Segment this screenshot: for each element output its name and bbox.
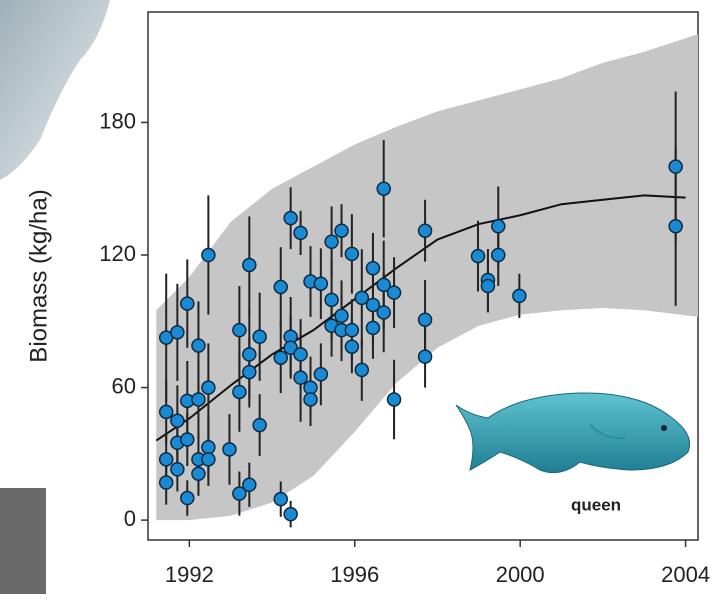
x-tick-label: 1996 bbox=[330, 562, 379, 587]
data-point bbox=[294, 371, 307, 384]
data-point bbox=[253, 419, 266, 432]
data-point bbox=[223, 443, 236, 456]
data-point bbox=[388, 393, 401, 406]
y-tick-label: 180 bbox=[99, 108, 136, 133]
x-tick-label: 1992 bbox=[165, 562, 214, 587]
data-point bbox=[202, 441, 215, 454]
data-point bbox=[388, 286, 401, 299]
background-blob bbox=[0, 0, 110, 180]
data-point bbox=[304, 381, 317, 394]
x-tick-label: 2004 bbox=[661, 562, 710, 587]
data-point bbox=[243, 478, 256, 491]
data-point bbox=[355, 363, 368, 376]
data-point bbox=[294, 226, 307, 239]
data-point bbox=[492, 249, 505, 262]
data-point bbox=[294, 348, 307, 361]
chart: queen Biomass (kg/ha) 0 60 120 180 1992 1996 2… bbox=[0, 0, 723, 594]
data-point bbox=[160, 405, 173, 418]
data-point bbox=[202, 453, 215, 466]
data-point bbox=[325, 235, 338, 248]
data-point bbox=[202, 381, 215, 394]
y-tick-label: 60 bbox=[112, 373, 136, 398]
data-point bbox=[325, 293, 338, 306]
background-block bbox=[0, 488, 46, 594]
data-point bbox=[192, 467, 205, 480]
data-point bbox=[181, 433, 194, 446]
y-axis-label: Biomass (kg/ha) bbox=[25, 189, 52, 362]
data-point bbox=[202, 249, 215, 262]
data-point bbox=[192, 393, 205, 406]
data-point bbox=[160, 476, 173, 489]
x-tick-label: 2000 bbox=[496, 562, 545, 587]
data-point bbox=[419, 224, 432, 237]
data-point bbox=[377, 182, 390, 195]
data-point bbox=[314, 368, 327, 381]
data-point bbox=[243, 258, 256, 271]
data-point bbox=[377, 306, 390, 319]
data-point bbox=[243, 366, 256, 379]
data-point bbox=[304, 393, 317, 406]
data-point bbox=[171, 463, 184, 476]
data-point bbox=[253, 330, 266, 343]
data-point bbox=[669, 220, 682, 233]
data-point bbox=[233, 385, 246, 398]
data-point bbox=[419, 350, 432, 363]
data-point bbox=[669, 160, 682, 173]
data-point bbox=[274, 493, 287, 506]
data-point bbox=[492, 220, 505, 233]
data-point bbox=[314, 277, 327, 290]
data-point bbox=[284, 508, 297, 521]
data-point bbox=[419, 313, 432, 326]
data-point bbox=[284, 212, 297, 225]
data-point bbox=[171, 326, 184, 339]
page: {"chart_data": {"type": "scatter", "y_la… bbox=[0, 0, 723, 594]
data-point bbox=[366, 321, 379, 334]
y-tick-label: 0 bbox=[124, 506, 136, 531]
data-point bbox=[472, 250, 485, 263]
data-point bbox=[160, 453, 173, 466]
data-point bbox=[335, 224, 348, 237]
data-point bbox=[513, 289, 526, 302]
data-point bbox=[345, 324, 358, 337]
y-tick-label: 120 bbox=[99, 241, 136, 266]
data-point bbox=[274, 281, 287, 294]
data-point bbox=[181, 297, 194, 310]
data-point bbox=[345, 247, 358, 260]
data-point bbox=[481, 279, 494, 292]
data-point bbox=[366, 262, 379, 275]
annotation: queen bbox=[571, 495, 621, 514]
data-point bbox=[192, 339, 205, 352]
data-point bbox=[274, 351, 287, 364]
data-point bbox=[243, 348, 256, 361]
data-point bbox=[335, 309, 348, 322]
data-point bbox=[345, 340, 358, 353]
data-point bbox=[171, 414, 184, 427]
data-point bbox=[181, 492, 194, 505]
data-point bbox=[233, 324, 246, 337]
